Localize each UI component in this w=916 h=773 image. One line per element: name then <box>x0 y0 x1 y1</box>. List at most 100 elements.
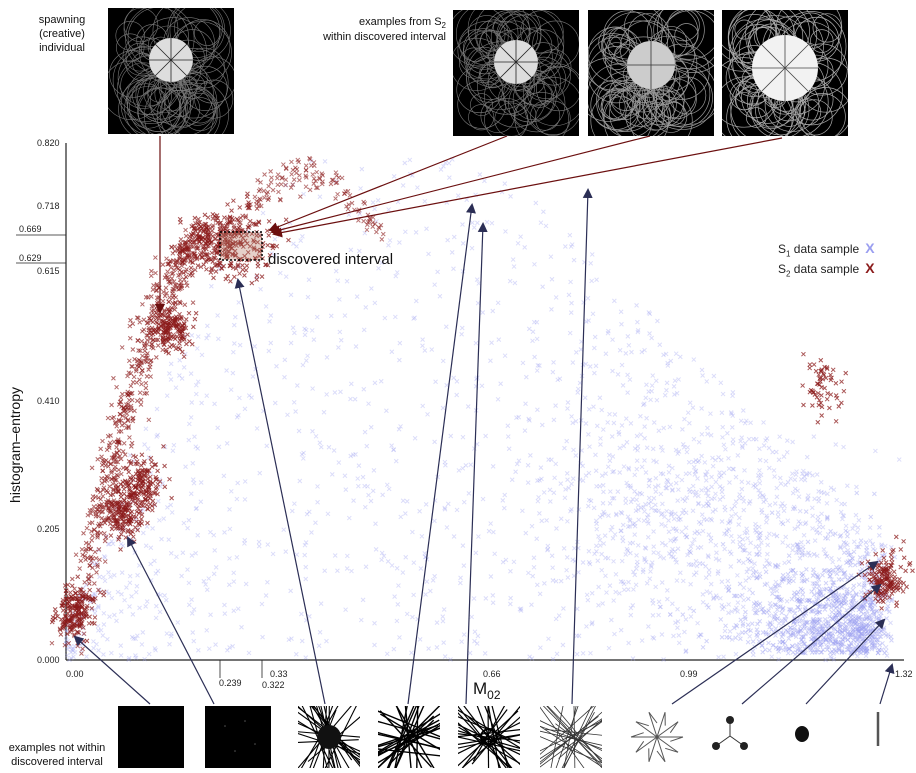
arrow-example-in-3 <box>274 138 782 234</box>
s1-point <box>793 487 797 491</box>
s1-point <box>768 503 772 507</box>
s1-point <box>681 613 685 617</box>
s1-point <box>503 182 507 186</box>
s2-point <box>178 278 182 282</box>
s1-point <box>373 207 377 211</box>
s1-point <box>169 551 173 555</box>
s1-point <box>190 400 194 404</box>
s1-point <box>476 535 480 539</box>
s1-point <box>176 620 180 624</box>
s1-point <box>190 554 194 558</box>
s2-point <box>115 385 119 389</box>
s1-point <box>581 561 585 565</box>
s1-point <box>120 592 124 596</box>
s1-point <box>187 518 191 522</box>
s1-point <box>566 575 570 579</box>
s1-point <box>462 633 466 637</box>
s2-point <box>275 244 279 248</box>
s1-point <box>565 439 569 443</box>
s1-point <box>423 348 427 352</box>
s1-point <box>369 287 373 291</box>
s1-point <box>780 611 784 615</box>
s1-point <box>781 573 785 577</box>
s1-point <box>445 383 449 387</box>
s1-point <box>570 414 574 418</box>
s1-point <box>392 174 396 178</box>
s1-point <box>149 562 153 566</box>
s1-point <box>572 258 576 262</box>
s2-point <box>124 536 128 540</box>
s1-point <box>209 284 213 288</box>
s2-point <box>150 508 154 512</box>
s2-point <box>837 404 841 408</box>
s2-point <box>120 392 124 396</box>
s1-point <box>659 492 663 496</box>
s2-point <box>147 418 151 422</box>
s1-point <box>786 519 790 523</box>
s1-point <box>149 546 153 550</box>
s1-point <box>652 420 656 424</box>
s1-point <box>854 485 858 489</box>
s2-point <box>140 329 144 333</box>
s1-point <box>633 489 637 493</box>
s1-point <box>739 618 743 622</box>
s1-point <box>301 456 305 460</box>
y-tick-0669: 0.669 <box>19 224 42 234</box>
legend-s2-main: S <box>778 262 786 276</box>
s1-point <box>701 600 705 604</box>
s1-point <box>452 235 456 239</box>
s1-point <box>746 536 750 540</box>
s1-point <box>144 544 148 548</box>
s1-point <box>641 570 645 574</box>
s1-point <box>523 245 527 249</box>
s2-point <box>816 420 820 424</box>
thumb-spawning <box>108 8 234 134</box>
s1-point <box>529 603 533 607</box>
s1-point <box>289 341 293 345</box>
s1-point <box>559 482 563 486</box>
s2-point <box>292 178 296 182</box>
s1-point <box>554 579 558 583</box>
s1-point <box>671 634 675 638</box>
s1-point <box>883 544 887 548</box>
s1-point <box>620 363 624 367</box>
s1-point <box>584 422 588 426</box>
bottom-pattern-4 <box>378 706 440 768</box>
s1-point <box>719 381 723 385</box>
s2-point <box>267 184 271 188</box>
s2-point <box>214 270 218 274</box>
s1-point <box>725 431 729 435</box>
s1-point <box>172 443 176 447</box>
s2-point <box>90 534 94 538</box>
s1-point <box>598 396 602 400</box>
y-tick-0000: 0.000 <box>37 655 60 665</box>
s1-point <box>367 493 371 497</box>
x-tick-033: 0.33 <box>270 669 288 679</box>
s1-point <box>434 380 438 384</box>
s1-point <box>856 526 860 530</box>
discovered-interval-box <box>220 232 262 260</box>
s1-point <box>107 570 111 574</box>
s1-point <box>672 517 676 521</box>
s1-point <box>225 369 229 373</box>
s1-point <box>101 575 105 579</box>
s1-point <box>393 315 397 319</box>
s1-point <box>575 652 579 656</box>
s1-point <box>430 348 434 352</box>
s1-point <box>765 536 769 540</box>
s2-point <box>174 295 178 299</box>
s1-point <box>231 350 235 354</box>
s1-point <box>691 484 695 488</box>
s1-point <box>744 579 748 583</box>
s2-point <box>70 577 74 581</box>
s1-point <box>676 499 680 503</box>
s1-point <box>621 383 625 387</box>
s1-point <box>657 613 661 617</box>
s2-point <box>156 482 160 486</box>
s1-point <box>804 510 808 514</box>
s1-point <box>526 571 530 575</box>
s2-point <box>902 556 906 560</box>
s1-point <box>147 652 151 656</box>
s1-point <box>523 429 527 433</box>
